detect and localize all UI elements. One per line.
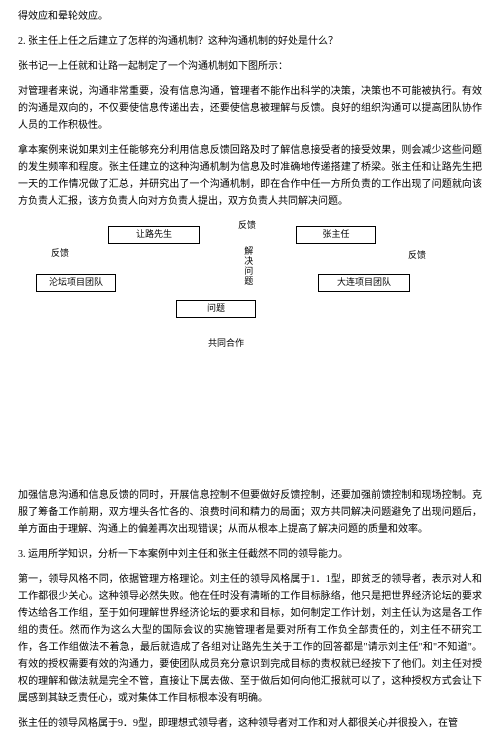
question-2: 2. 张主任上任之后建立了怎样的沟通机制？这种沟通机制的好处是什么？ xyxy=(18,33,482,50)
spacing-gap xyxy=(18,357,482,487)
box-problem: 问题 xyxy=(176,300,256,318)
box-rang-lu: 让路先生 xyxy=(108,226,200,244)
para-5: 加强信息沟通和信息反馈的同时，开展信息控制不但要做好反馈控制，还要加强前馈控制和… xyxy=(18,487,482,538)
label-solve: 解决问题 xyxy=(240,246,255,286)
question-3: 3. 运用所学知识，分析一下本案例中刘主任和张主任截然不同的领导能力。 xyxy=(18,546,482,563)
para-3: 对管理者来说，沟通非常重要，没有信息沟通，管理者不能作出科学的决策，决策也不可能… xyxy=(18,83,482,134)
label-feedback-left: 反馈 xyxy=(51,246,69,261)
label-feedback-top: 反馈 xyxy=(238,218,256,233)
communication-diagram: 反馈 让路先生 张主任 反馈 反馈 解决问题 沦坛项目团队 大连项目团队 问题 … xyxy=(18,218,482,353)
para-2: 张书记一上任就和让路一起制定了一个沟通机制如下图所示： xyxy=(18,58,482,75)
label-feedback-right: 反馈 xyxy=(408,248,426,263)
para-1: 得效应和晕轮效应。 xyxy=(18,8,482,25)
box-dalian-team: 大连项目团队 xyxy=(318,274,410,292)
para-4: 拿本案例来说如果刘主任能够充分利用信息反馈回路及时了解信息接受者的接受效果，则会… xyxy=(18,142,482,210)
box-zhang: 张主任 xyxy=(296,226,376,244)
para-6: 第一，领导风格不同，依据管理方格理论。刘主任的领导风格属于1．1型，即贫乏的领导… xyxy=(18,571,482,707)
label-cooperation: 共同合作 xyxy=(208,336,244,351)
para-7: 张主任的领导风格属于9．9型，即理想式领导者，这种领导者对工作和对人都很关心并很… xyxy=(18,715,482,732)
box-forum-team: 沦坛项目团队 xyxy=(36,274,116,292)
